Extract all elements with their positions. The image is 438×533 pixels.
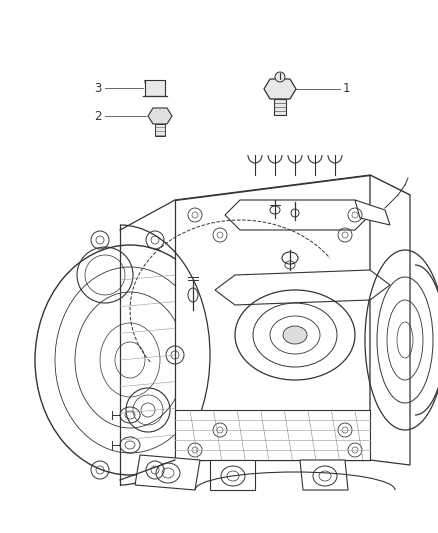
Polygon shape [155, 124, 165, 136]
Polygon shape [175, 410, 370, 460]
Polygon shape [215, 270, 390, 305]
Polygon shape [355, 200, 390, 225]
Text: 1: 1 [343, 83, 350, 95]
Polygon shape [370, 175, 410, 465]
Text: 2: 2 [95, 109, 102, 123]
Polygon shape [175, 175, 410, 225]
Polygon shape [225, 200, 370, 230]
Polygon shape [145, 80, 165, 96]
Polygon shape [210, 460, 255, 490]
Polygon shape [135, 455, 200, 490]
Polygon shape [175, 175, 370, 460]
Polygon shape [274, 99, 286, 115]
Polygon shape [300, 460, 348, 490]
Polygon shape [264, 79, 296, 99]
Text: 3: 3 [95, 82, 102, 94]
Ellipse shape [283, 326, 307, 344]
Ellipse shape [275, 72, 285, 82]
Polygon shape [148, 108, 172, 124]
